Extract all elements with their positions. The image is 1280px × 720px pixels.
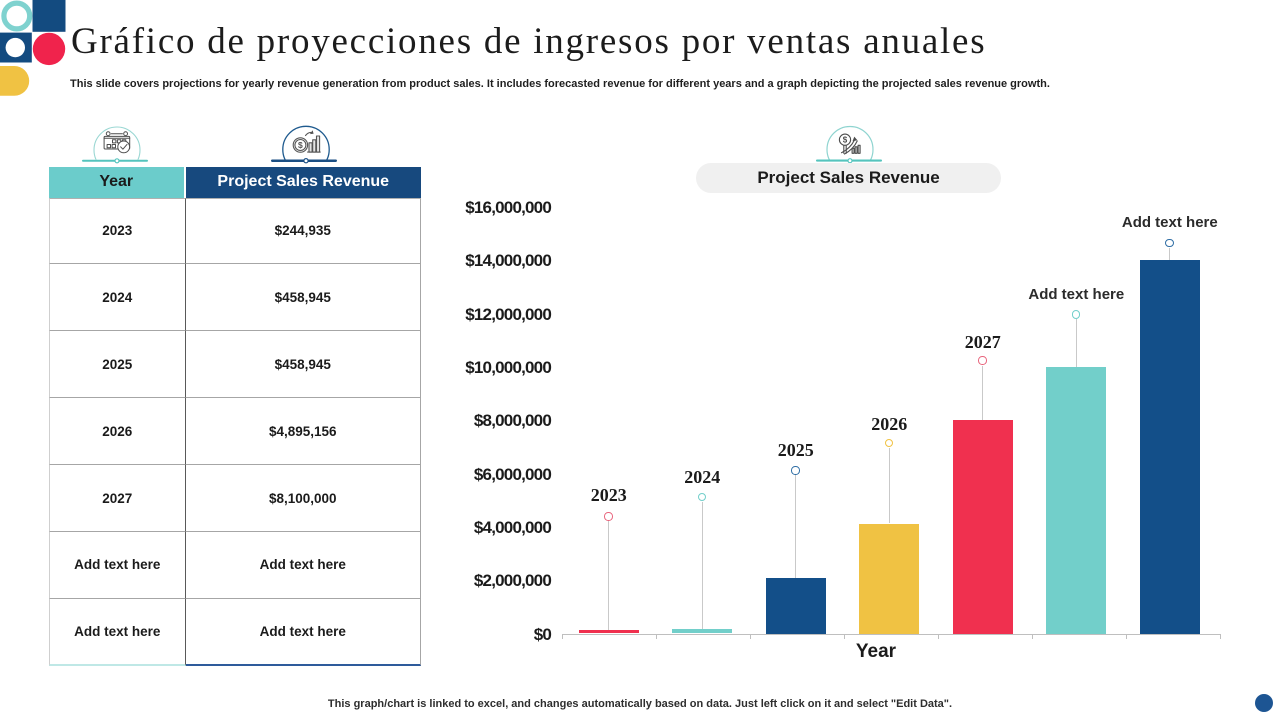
svg-text:$: $: [843, 136, 848, 145]
svg-text:$: $: [298, 140, 303, 150]
